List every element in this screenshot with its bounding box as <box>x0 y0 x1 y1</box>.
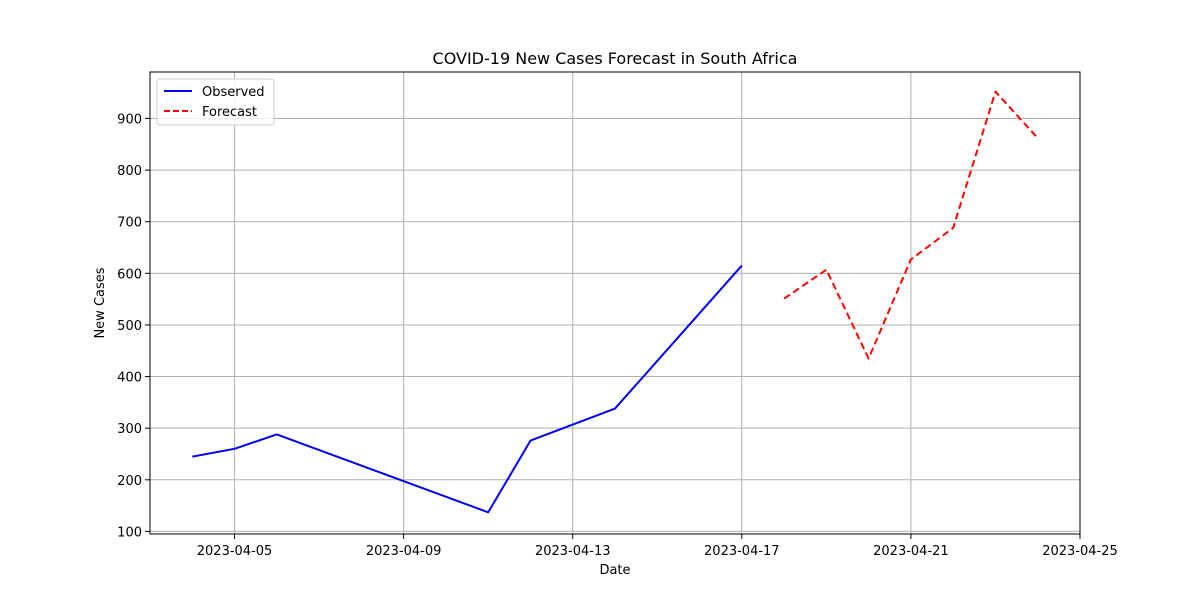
grid-lines <box>150 72 1081 534</box>
series-layer <box>192 90 1039 514</box>
x-tick-label: 2023-04-13 <box>535 544 611 559</box>
legend: Observed Forecast <box>156 78 275 126</box>
y-tick-label: 100 <box>117 525 142 540</box>
plot-area-frame <box>149 71 1081 535</box>
x-tick-label: 2023-04-21 <box>873 544 949 559</box>
x-tick-label: 2023-04-17 <box>704 544 780 559</box>
series-line-forecast <box>783 90 1039 360</box>
x-tick-label: 2023-04-25 <box>1042 544 1118 559</box>
y-tick-label: 200 <box>117 474 142 489</box>
y-axis-title: New Cases <box>93 267 108 338</box>
y-tick-label: 400 <box>117 371 142 386</box>
x-tick-label: 2023-04-09 <box>366 544 442 559</box>
x-tick-label: 2023-04-05 <box>197 544 273 559</box>
y-tick-label: 600 <box>117 267 142 282</box>
y-tick-label: 900 <box>117 112 142 127</box>
x-axis-title: Date <box>599 563 630 578</box>
y-tick-label: 300 <box>117 422 142 437</box>
x-axis: 2023-04-05 2023-04-09 2023-04-13 2023-04-17… <box>197 534 1118 559</box>
y-tick-label: 500 <box>117 319 142 334</box>
y-tick-label: 800 <box>117 164 142 179</box>
y-axis: 100 200 300 400 500 600 700 800 900 <box>117 112 150 540</box>
series-line-observed <box>192 264 743 514</box>
legend-label-observed: Observed <box>202 85 265 100</box>
y-tick-label: 700 <box>117 216 142 231</box>
legend-label-forecast: Forecast <box>202 105 257 120</box>
chart-title: COVID-19 New Cases Forecast in South Afr… <box>433 49 798 68</box>
